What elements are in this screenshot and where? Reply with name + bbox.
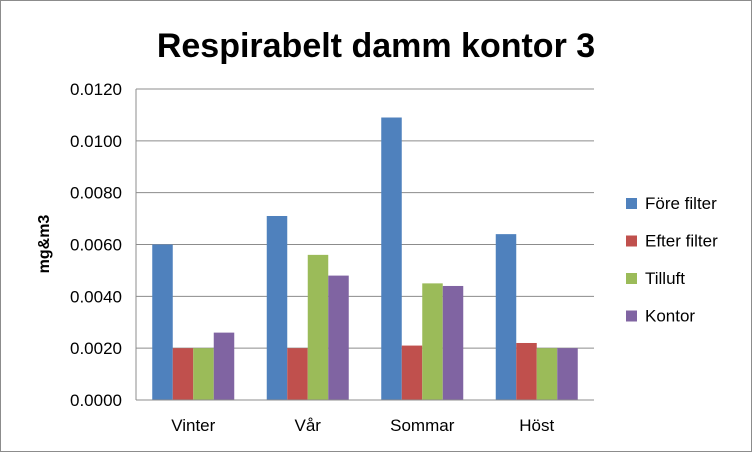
bars — [152, 117, 578, 400]
bar-3-0 — [495, 234, 517, 400]
axes — [135, 89, 594, 401]
bar-3-3 — [557, 348, 578, 400]
y-tick-label: 0.0040 — [70, 287, 122, 306]
legend-label: Kontor — [645, 307, 695, 326]
y-tick-label: 0.0020 — [70, 339, 122, 358]
legend-swatch — [626, 310, 637, 322]
bar-0-1 — [172, 348, 194, 400]
y-tick-label: 0.0080 — [70, 184, 122, 203]
y-axis-label: mg&m3 — [36, 215, 53, 274]
bar-3-2 — [536, 348, 558, 400]
y-tick-label: 0.0000 — [70, 391, 122, 410]
legend-label: Före filter — [645, 194, 717, 213]
chart-title: Respirabelt damm kontor 3 — [157, 27, 595, 65]
x-tick-label: Höst — [519, 416, 554, 435]
x-tick-label: Vinter — [171, 416, 215, 435]
legend: Före filter Efter filter Tilluft Kontor — [626, 194, 718, 326]
x-tick-label: Sommar — [390, 416, 455, 435]
legend-swatch — [626, 273, 637, 284]
x-tick-label: Vår — [295, 416, 322, 435]
category-labels: Vinter Vår Sommar Höst — [171, 416, 554, 435]
legend-swatch — [626, 198, 637, 209]
bar-0-2 — [193, 348, 214, 400]
bar-0-3 — [213, 332, 235, 400]
legend-swatch — [626, 235, 637, 247]
bar-1-0 — [266, 215, 288, 400]
bar-2-1 — [401, 345, 423, 400]
bar-3-1 — [516, 342, 537, 400]
bar-0-0 — [152, 244, 173, 400]
bar-1-2 — [307, 254, 329, 400]
legend-label: Efter filter — [645, 232, 718, 251]
legend-label: Tilluft — [645, 269, 685, 288]
bar-1-3 — [328, 275, 349, 400]
gridlines — [136, 88, 594, 349]
y-tick-labels: 0.0000 0.0020 0.0040 0.0060 0.0080 0.0100 0.01… — [70, 80, 122, 410]
bar-2-0 — [381, 117, 402, 400]
y-tick-label: 0.0060 — [70, 236, 122, 255]
bar-1-1 — [287, 348, 308, 400]
y-tick-label: 0.0100 — [70, 132, 122, 151]
y-tick-label: 0.0120 — [70, 80, 122, 99]
bar-2-3 — [442, 285, 464, 400]
bar-2-2 — [422, 283, 443, 400]
